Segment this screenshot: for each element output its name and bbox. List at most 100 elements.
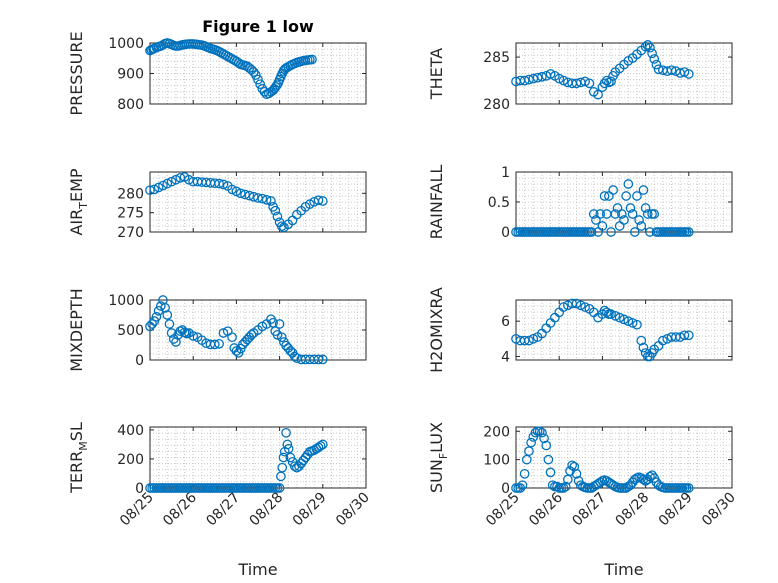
data-point	[560, 481, 571, 492]
data-point	[679, 330, 690, 341]
data-point	[274, 319, 285, 329]
y-tick-label: 0	[501, 225, 510, 241]
data-point	[606, 309, 616, 319]
y-tick-label: 1000	[108, 36, 144, 52]
data-point	[253, 74, 263, 85]
x-tick-label: 08/27	[569, 490, 609, 530]
data-point	[240, 189, 250, 200]
data-point	[315, 441, 326, 451]
data-point	[595, 209, 606, 219]
data-point	[679, 67, 690, 77]
y-tick-label: 200	[483, 424, 510, 440]
data-point	[171, 337, 181, 347]
series-markers	[145, 172, 328, 233]
data-point	[614, 312, 625, 323]
data-point	[580, 302, 590, 312]
y-axis-label: RAINFALL	[427, 165, 446, 240]
data-point	[593, 89, 603, 100]
data-point	[545, 69, 556, 79]
data-point	[647, 470, 657, 481]
data-point	[627, 318, 638, 328]
data-point	[649, 54, 660, 64]
data-point	[610, 209, 621, 219]
data-point	[282, 439, 293, 450]
subplot-mixdepth: 0 500 1000 MIXDEPTH	[67, 288, 367, 372]
grid	[515, 427, 733, 488]
data-point	[625, 203, 636, 213]
x-tick-label: 08/28	[613, 490, 653, 530]
data-point	[171, 174, 181, 185]
data-point	[616, 209, 627, 219]
data-point	[158, 180, 168, 191]
series-markers	[145, 38, 317, 100]
series-markers	[511, 40, 694, 100]
data-point	[317, 439, 328, 450]
data-point	[599, 191, 610, 201]
data-point	[666, 65, 677, 76]
y-tick-label: 500	[117, 323, 144, 339]
y-tick-label: 200	[117, 452, 144, 468]
data-point	[534, 426, 545, 437]
data-point	[623, 316, 634, 327]
data-point	[519, 468, 530, 479]
y-tick-label: 4	[501, 349, 510, 365]
x-tick-label: 08/30	[333, 490, 373, 530]
data-point	[278, 452, 289, 463]
y-tick-label: 900	[117, 67, 144, 83]
y-tick-label: 280	[117, 186, 144, 202]
data-point	[632, 319, 642, 330]
y-tick-label: 275	[117, 206, 144, 222]
y-axis-label: SUNFLUX	[427, 422, 450, 493]
x-axis-label: Time	[603, 560, 643, 579]
data-point	[235, 188, 246, 199]
data-point	[179, 327, 190, 338]
data-point	[261, 195, 272, 205]
y-axis-label: H2OMIXRA	[427, 287, 446, 373]
data-point	[640, 41, 651, 52]
data-point	[214, 178, 224, 189]
x-tick-label: 08/29	[290, 490, 330, 530]
data-point	[517, 480, 528, 491]
data-point	[257, 193, 268, 204]
data-point	[554, 73, 565, 84]
y-tick-label: 285	[483, 50, 510, 66]
data-point	[227, 332, 237, 343]
data-point	[515, 483, 526, 493]
data-point	[149, 184, 160, 195]
y-tick-label: 800	[117, 97, 144, 113]
data-point	[307, 54, 317, 65]
data-point	[649, 209, 660, 219]
data-point	[636, 335, 647, 346]
data-point	[266, 196, 276, 206]
y-tick-label: 400	[117, 423, 144, 439]
data-point	[528, 333, 539, 344]
data-point	[645, 471, 655, 482]
x-tick-label: 08/27	[203, 490, 243, 530]
data-point	[209, 339, 220, 350]
series-markers	[511, 298, 694, 362]
data-point	[658, 335, 668, 346]
data-point	[642, 40, 653, 50]
y-tick-label: 1000	[108, 293, 144, 309]
data-point	[214, 338, 224, 349]
data-point	[601, 307, 612, 318]
data-point	[231, 186, 242, 197]
data-point	[246, 329, 257, 340]
data-point	[145, 185, 155, 196]
data-point	[584, 78, 595, 89]
data-point	[640, 203, 651, 213]
data-point	[526, 437, 536, 448]
subplot-air-temp: 270 275 280 AIRTEMP	[67, 168, 367, 241]
data-point	[160, 302, 170, 313]
data-point	[621, 191, 632, 201]
data-point	[218, 179, 229, 190]
axes-box	[149, 171, 367, 233]
data-point	[580, 76, 590, 87]
data-point	[629, 227, 640, 237]
data-point	[274, 483, 285, 493]
data-point	[543, 454, 554, 465]
data-point	[638, 185, 649, 195]
y-tick-label: 1	[501, 165, 510, 181]
data-point	[162, 178, 173, 189]
